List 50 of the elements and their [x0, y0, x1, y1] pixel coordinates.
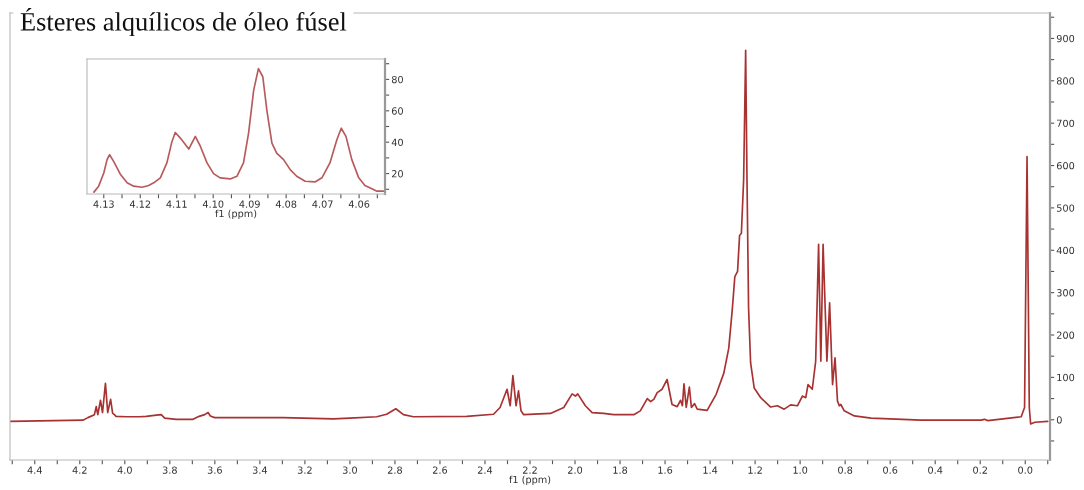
x-tick-label: 0.2: [973, 466, 987, 474]
x-tick-label: 2.2: [522, 466, 537, 474]
x-tick-label: 1.8: [613, 466, 628, 474]
x-tick-label: 4.08: [275, 200, 297, 208]
x-tick-label: 2.0: [568, 466, 583, 474]
x-tick-label: 3.4: [252, 466, 268, 474]
x-tick-label: 0.0: [1018, 466, 1033, 474]
y-tick-label: 400: [1056, 246, 1075, 255]
x-tick-label: 1.0: [793, 466, 808, 474]
y-tick-label: 20: [391, 170, 403, 178]
y-tick-label: 40: [391, 138, 403, 147]
y-tick-label: 800: [1056, 77, 1075, 85]
y-tick-label: 0: [1056, 416, 1062, 424]
y-tick-label: 600: [1056, 162, 1075, 170]
x-tick-label: 0.6: [883, 466, 898, 474]
x-tick-label: 4.13: [93, 200, 114, 208]
line-series: [93, 67, 385, 193]
x-tick-label: 1.6: [658, 466, 673, 474]
x-tick-label: 3.6: [207, 466, 222, 474]
chart-title: Ésteres alquílicos de óleo fúsel: [20, 7, 347, 37]
x-tick-label: 1.2: [748, 466, 762, 474]
x-tick-label: 0.8: [838, 466, 853, 474]
x-tick-label: 4.06: [348, 200, 370, 208]
x-tick-label: 3.0: [342, 466, 357, 474]
x-axis-title: f1 (ppm): [509, 475, 551, 486]
x-tick-label: 4.0: [117, 466, 132, 474]
x-tick-label: 4.09: [239, 200, 260, 208]
x-tick-label: 4.12: [129, 200, 151, 208]
x-tick-label: 2.6: [432, 466, 448, 474]
y-tick-label: 700: [1057, 119, 1075, 127]
y-tick-label: 300: [1056, 289, 1075, 297]
x-tick-label: 4.10: [202, 200, 224, 208]
y-tick-label: 900: [1056, 34, 1075, 43]
x-tick-label: 3.8: [162, 466, 177, 474]
y-tick-label: 500: [1057, 204, 1075, 212]
y-tick-label: 200: [1056, 331, 1075, 339]
x-tick-label: 4.07: [312, 200, 333, 208]
x-tick-label: 2.8: [387, 466, 402, 474]
x-tick-label: 4.11: [166, 200, 187, 208]
x-axis-title: f1 (ppm): [215, 209, 257, 220]
x-tick-label: 2.4: [477, 466, 493, 474]
x-tick-label: 4.4: [27, 466, 42, 474]
y-tick-label: 100: [1057, 373, 1075, 382]
y-tick-label: 60: [391, 107, 403, 115]
y-tick-label: 80: [391, 75, 403, 84]
line-series: [10, 49, 1049, 425]
x-tick-label: 0.4: [928, 466, 943, 474]
x-tick-label: 4.2: [72, 466, 87, 474]
x-tick-label: 3.2: [297, 466, 312, 474]
x-tick-label: 1.4: [703, 466, 718, 474]
